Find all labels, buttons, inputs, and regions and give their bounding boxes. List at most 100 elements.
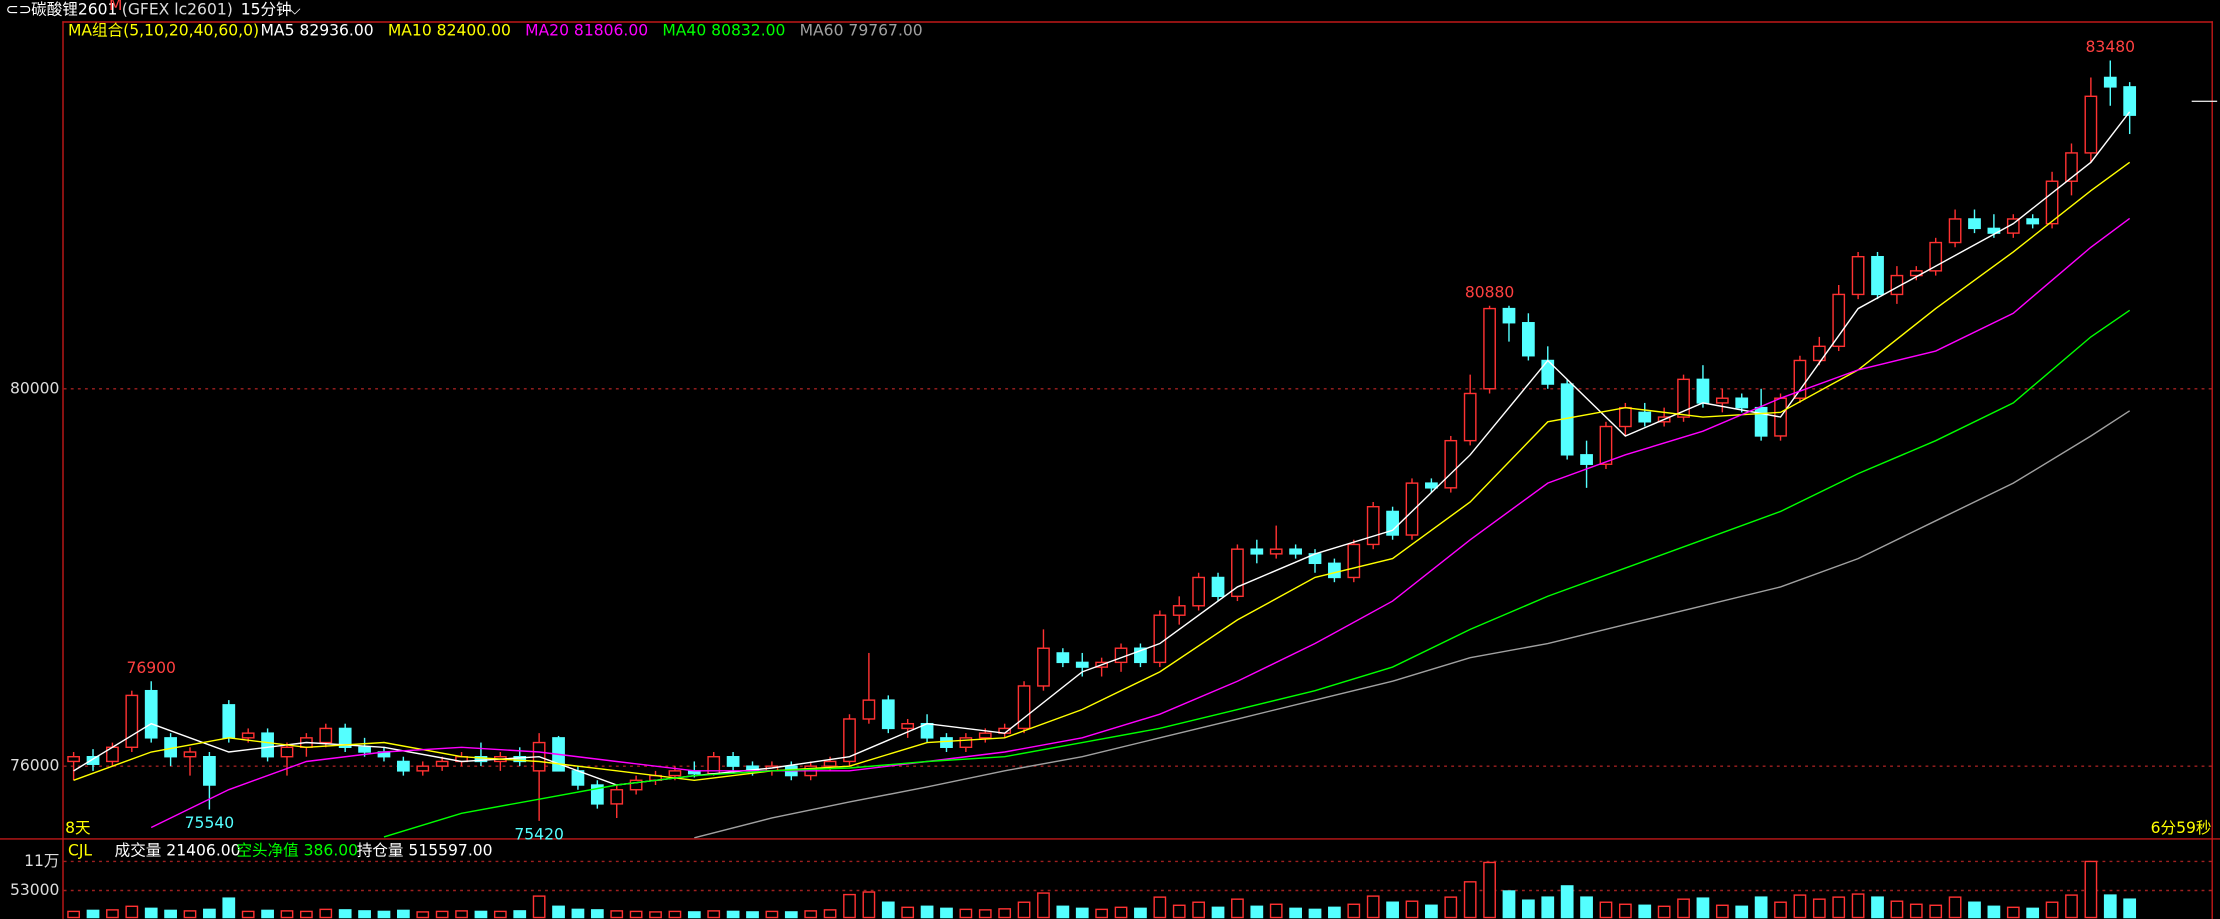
candle-body [1968, 218, 1981, 230]
volume-name[interactable]: CJL [68, 841, 92, 859]
candle-body [1328, 562, 1341, 579]
flag: M [109, 0, 122, 14]
ma-line [150, 217, 2131, 829]
candles [67, 60, 2137, 839]
volume-bar [261, 909, 274, 919]
volume-bar [319, 908, 333, 919]
volume-bar [765, 910, 779, 919]
candle-body [1793, 359, 1807, 399]
volume-tick-label: 11万 [24, 852, 59, 870]
candle-body [590, 784, 604, 805]
candle-body [1618, 406, 1632, 428]
volume-bar [125, 905, 139, 919]
volume-bar [1754, 896, 1768, 919]
candle-body [1638, 411, 1652, 423]
volume-bar [1250, 905, 1264, 919]
extreme-label: 75420 [514, 826, 564, 844]
volume-bar [1366, 895, 1380, 919]
volume-bar [1308, 908, 1322, 919]
volume-bar [1328, 906, 1341, 919]
candle-body [1405, 482, 1419, 536]
volume-bar [843, 893, 856, 919]
candle-body [1677, 378, 1690, 418]
legend-entry: MA5 82936.00 [261, 22, 374, 40]
left-note: 8天 [65, 819, 91, 837]
candle-body [881, 699, 895, 730]
volume-bar [2103, 894, 2117, 919]
volume-bar [1987, 905, 2001, 919]
volume-bar [1037, 892, 1050, 919]
ma-line [73, 161, 2131, 782]
candle-body [2065, 152, 2078, 182]
volume-bar [1793, 894, 1807, 919]
volume-bar [416, 911, 430, 919]
code: (GFEX lc2601) [122, 0, 233, 18]
candle-body [203, 756, 216, 786]
volume-bar [862, 891, 876, 919]
candle-body [823, 760, 837, 767]
candle-body [940, 737, 953, 748]
volume-bar [1657, 905, 1671, 919]
candle-body [1754, 406, 1768, 437]
volume-bar [2084, 860, 2098, 919]
volume-bar [1231, 898, 1244, 919]
volume-bar [1211, 906, 1225, 919]
volume-bar [493, 910, 507, 919]
volume-bar [164, 909, 177, 919]
volume-bar [1735, 905, 1749, 919]
candle-body [261, 732, 274, 758]
volume-bar [106, 909, 119, 919]
volume-bar [1599, 901, 1613, 919]
volume-bar [1638, 904, 1652, 919]
candle-body [338, 727, 352, 748]
candle-body [1871, 255, 1884, 296]
ma-group[interactable]: MA组合(5,10,20,40,60,0) [68, 22, 259, 40]
candle-body [1075, 661, 1089, 668]
volume-bar [1929, 904, 1943, 919]
volume-bar [2065, 894, 2078, 919]
volume-bar [920, 905, 934, 919]
volume-bar [1075, 907, 1089, 919]
candle-body [901, 722, 915, 730]
extreme-label: 76900 [126, 659, 176, 677]
volume-bar [1134, 907, 1147, 919]
volume-bar [513, 910, 527, 919]
volume-bar [241, 910, 255, 919]
candle-body [1599, 425, 1613, 465]
volume-bar [1192, 901, 1206, 919]
volume-bar [1812, 898, 1826, 919]
candle-body [474, 756, 488, 763]
volume-bar [707, 910, 721, 919]
candle-body [1172, 605, 1186, 616]
volume-bar [2045, 901, 2059, 919]
volume-bar [1541, 896, 1555, 919]
volume-bar [2026, 907, 2040, 919]
volume-bar [1871, 896, 1884, 919]
candle-body [1444, 439, 1458, 489]
candle-body [1425, 482, 1438, 489]
candle-body [280, 746, 294, 758]
candle-body [1483, 307, 1496, 390]
candle-body [1211, 576, 1225, 598]
volume-bar [455, 910, 468, 919]
period-dropdown[interactable]: ⌵ [289, 0, 301, 18]
candle-body [843, 718, 856, 763]
volume-bar [1677, 898, 1690, 919]
volume-item: 成交量 21406.00 [115, 841, 241, 859]
frame [0, 21, 2220, 919]
extreme-label: 83480 [2086, 38, 2136, 56]
candle-body [319, 727, 333, 744]
volume-bar [1909, 903, 1923, 919]
candle-body [1948, 218, 1962, 244]
volume-bar [377, 910, 391, 919]
volume-bar [300, 910, 313, 919]
volume-bar [940, 907, 953, 919]
candle-body [629, 779, 643, 791]
ma-line [383, 309, 2131, 838]
volume-bar [959, 908, 973, 919]
volume-bar [726, 910, 740, 919]
candle-body [1929, 241, 1943, 272]
volume-bar [67, 910, 80, 919]
